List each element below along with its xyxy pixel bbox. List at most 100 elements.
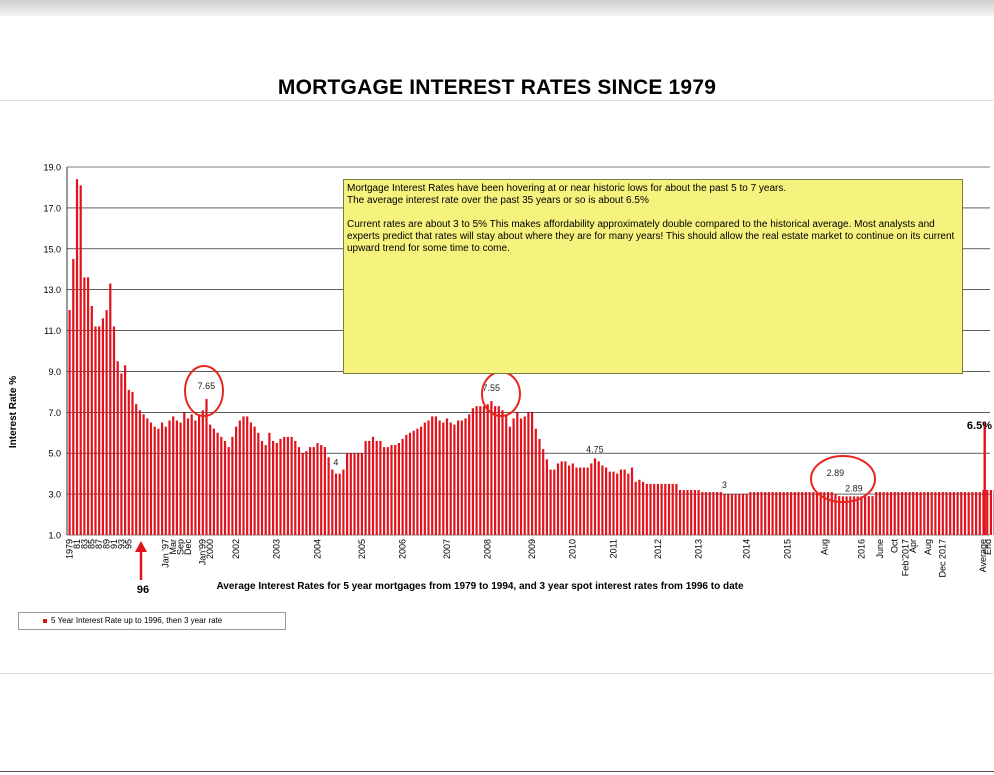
- bar: [845, 496, 848, 535]
- bar: [379, 440, 382, 535]
- bar: [908, 492, 911, 535]
- y-tick-label: 19.0: [43, 163, 61, 173]
- data-label: 4: [333, 458, 338, 468]
- bar: [442, 422, 445, 535]
- bottom-divider: [0, 771, 994, 772]
- bar: [856, 496, 859, 535]
- bar: [323, 447, 326, 535]
- bar: [482, 406, 486, 535]
- bar: [327, 457, 330, 535]
- bar: [423, 422, 426, 535]
- bar: [390, 445, 393, 535]
- y-tick-label: 1.0: [48, 531, 61, 541]
- bar: [912, 492, 915, 535]
- y-tick-label: 11.0: [44, 326, 61, 336]
- bar: [690, 490, 693, 535]
- bar: [697, 490, 700, 535]
- bar: [542, 449, 545, 535]
- bar: [364, 440, 367, 535]
- bar: [79, 185, 82, 535]
- bar: [815, 492, 819, 535]
- bar: [568, 465, 571, 535]
- x-tick-label: Dec 2017: [938, 539, 948, 578]
- bar: [756, 492, 759, 535]
- x-tick-label: 2009: [527, 539, 537, 559]
- bar: [331, 469, 334, 535]
- x-tick-label: Mar: [168, 539, 178, 555]
- bar: [283, 436, 286, 535]
- bar: [664, 483, 667, 535]
- bar: [368, 440, 371, 535]
- bar: [967, 492, 970, 535]
- y-tick-label: 13.0: [43, 285, 61, 295]
- bar: [538, 438, 541, 535]
- x-tick-label: 2012: [653, 539, 663, 559]
- bar: [919, 492, 922, 535]
- bar: [231, 436, 234, 535]
- bar: [938, 492, 941, 535]
- x-tick-label: 1979: [65, 539, 75, 559]
- bar: [209, 424, 212, 535]
- bar: [272, 440, 275, 535]
- bar: [960, 492, 963, 535]
- chart-frame: [0, 100, 994, 674]
- bar: [190, 414, 193, 535]
- bar: [616, 473, 619, 535]
- bar: [445, 418, 449, 535]
- bar: [645, 483, 648, 535]
- x-tick-label: 2016: [856, 539, 866, 559]
- bar: [790, 492, 793, 535]
- bar: [797, 492, 800, 535]
- bar: [223, 440, 227, 535]
- bar: [882, 492, 885, 535]
- x-tick-label: June: [875, 539, 885, 559]
- bar: [235, 426, 238, 535]
- highlight-circle: [184, 365, 224, 417]
- bar: [135, 404, 138, 535]
- x-tick-label: 2004: [312, 539, 322, 559]
- bar: [893, 492, 896, 535]
- bar: [630, 467, 634, 535]
- bar: [941, 492, 944, 535]
- bar: [257, 432, 260, 535]
- bar: [727, 494, 730, 535]
- bar: [619, 469, 622, 535]
- bar: [934, 492, 937, 535]
- x-tick-label: 2015: [782, 539, 792, 559]
- bar: [623, 469, 626, 535]
- bar: [545, 459, 548, 535]
- x-tick-label: 2000: [205, 539, 215, 559]
- bar: [860, 496, 863, 535]
- bar: [586, 467, 589, 535]
- bar: [486, 404, 489, 535]
- bar: [823, 492, 826, 535]
- y-tick-label: 9.0: [48, 367, 61, 377]
- bar: [334, 473, 338, 535]
- bar: [309, 447, 312, 535]
- y-tick-label: 17.0: [43, 203, 61, 213]
- bar: [338, 473, 341, 535]
- bar: [401, 438, 404, 535]
- bar: [793, 492, 796, 535]
- bar: [764, 492, 767, 535]
- bar: [105, 310, 108, 535]
- x-tick-label: 2013: [694, 539, 704, 559]
- bar: [963, 492, 967, 535]
- bar: [952, 492, 955, 535]
- x-tick-label: Jan '97: [161, 539, 171, 568]
- bar: [556, 463, 560, 535]
- bar: [375, 440, 378, 535]
- note-paragraph-2: The average interest rate over the past …: [347, 195, 649, 206]
- bar: [767, 492, 770, 535]
- bar: [653, 483, 656, 535]
- bar: [164, 426, 167, 535]
- bar: [386, 447, 389, 535]
- bar: [479, 406, 482, 535]
- bar: [889, 492, 893, 535]
- bar: [667, 483, 671, 535]
- bar: [246, 416, 249, 535]
- bar: [260, 440, 264, 535]
- x-tick-label: Average: [978, 539, 988, 572]
- bar: [186, 418, 190, 535]
- data-label: 7.65: [198, 381, 216, 391]
